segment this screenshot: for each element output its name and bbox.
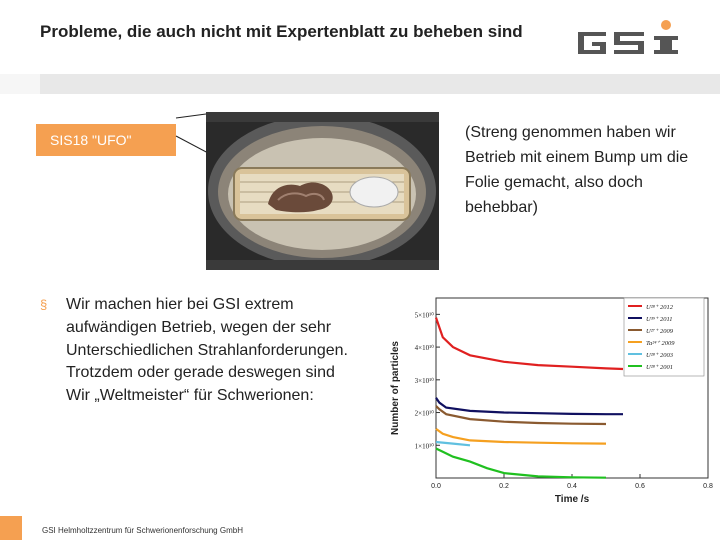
- gsi-logo: [574, 18, 686, 62]
- note-text: (Streng genommen haben wir Betrieb mit e…: [465, 124, 689, 216]
- bullet-item: § Wir machen hier bei GSI extrem aufwänd…: [40, 294, 360, 408]
- series-line: [435, 397, 623, 416]
- y-tick-label: 3×10¹⁰: [415, 377, 435, 385]
- legend-label: Ta²⁴⁺ 2009: [646, 340, 675, 347]
- series-line: [435, 428, 607, 445]
- x-tick-label: 0.8: [703, 483, 713, 490]
- series-line: [435, 447, 607, 479]
- bullet-marker: §: [40, 297, 48, 312]
- series-line: [434, 317, 624, 371]
- particles-chart: 0.0 0.2 0.4 0.6 0.8 1×10¹⁰ 2×10¹⁰ 3×10¹⁰ 4×10¹⁰ 5…: [380, 290, 715, 510]
- x-tick-label: 0.2: [499, 483, 509, 490]
- sis18-label: SIS18 "UFO": [36, 124, 176, 156]
- slide-title: Probleme, die auch nicht mit Expertenbla…: [40, 22, 523, 41]
- bullet-text: Wir machen hier bei GSI extrem aufwändig…: [66, 296, 348, 405]
- header-bar: [0, 74, 720, 94]
- series-line: [435, 440, 471, 447]
- y-tick-label: 1×10¹⁰: [415, 442, 435, 450]
- corner-accent: [0, 516, 22, 540]
- x-axis-label: Time /s: [555, 494, 590, 505]
- x-tick-label: 0.4: [567, 483, 577, 490]
- footer-text: GSI Helmholtzzentrum für Schwerionenfors…: [42, 526, 243, 535]
- legend-box: [623, 297, 705, 377]
- legend-label: U²⁷⁺ 2009: [646, 328, 674, 335]
- y-axis-label: Number of particles: [390, 341, 401, 435]
- legend-label: U²⁸⁺ 2001: [646, 364, 673, 371]
- x-tick-label: 0.6: [635, 483, 645, 490]
- legend-label: U³⁹⁺ 2011: [646, 316, 672, 323]
- y-tick-label: 4×10¹⁰: [415, 344, 435, 352]
- legend-label: U²⁸⁺ 2003: [646, 352, 674, 359]
- ufo-photo: [206, 112, 439, 270]
- series-line: [435, 405, 607, 426]
- x-tick-label: 0.0: [431, 483, 441, 490]
- y-tick-label: 2×10¹⁰: [415, 410, 435, 418]
- legend-label: U²⁸⁺ 2012: [646, 304, 674, 311]
- y-tick-label: 5×10¹⁰: [415, 311, 435, 319]
